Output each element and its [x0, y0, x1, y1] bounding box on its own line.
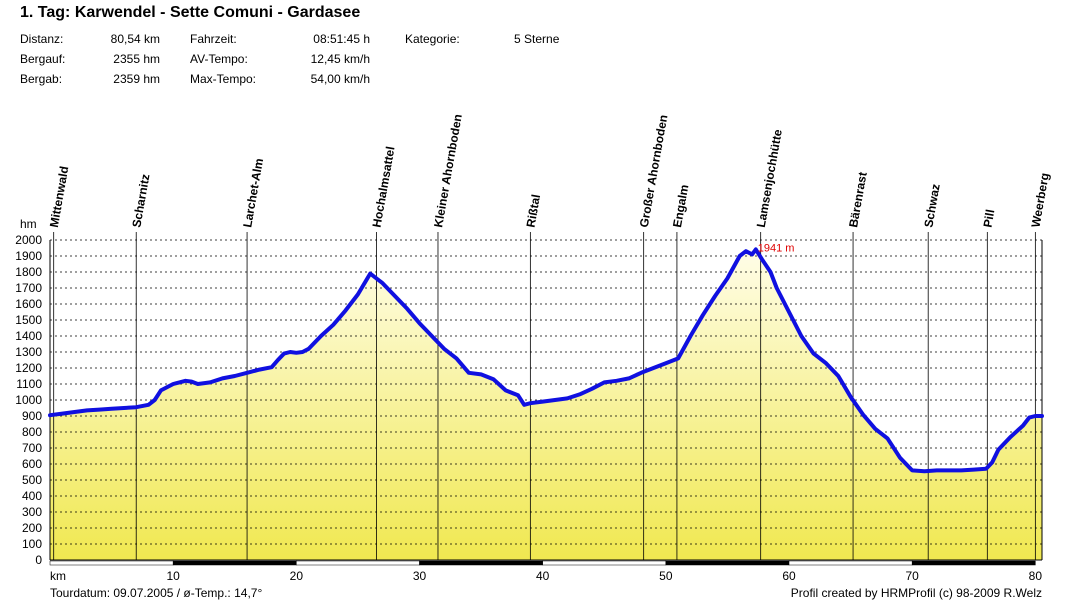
y-tick-label: 500: [22, 473, 42, 487]
maxtempo-value: 54,00 km/h: [310, 72, 370, 86]
y-tick-label: 300: [22, 505, 42, 519]
y-tick-label: 600: [22, 457, 42, 471]
peak-label: 1941 m: [758, 242, 795, 254]
x-tick-label: 80: [1029, 569, 1043, 583]
x-tick-label: 30: [413, 569, 427, 583]
waypoint-label: Pill: [980, 208, 997, 228]
chart-title: 1. Tag: Karwendel - Sette Comuni - Garda…: [20, 4, 361, 21]
fahrzeit-value: 08:51:45 h: [313, 32, 370, 46]
y-tick-label: 200: [22, 521, 42, 535]
y-axis-label: hm: [20, 217, 37, 231]
avtempo-value: 12,45 km/h: [310, 52, 370, 66]
distanz-label: Distanz:: [20, 32, 64, 46]
y-tick-label: 800: [22, 425, 42, 439]
km-scale-segment: [665, 560, 790, 566]
km-scale-segment: [296, 560, 420, 566]
y-tick-label: 1800: [15, 265, 42, 279]
y-tick-label: 100: [22, 537, 42, 551]
kategorie-value: 5 Sterne: [514, 32, 560, 46]
maxtempo-label: Max-Tempo:: [190, 72, 257, 86]
waypoint-label: Larchet-Alm: [240, 157, 266, 228]
footer-credit: Profil created by HRMProfil (c) 98-2009 …: [790, 586, 1042, 600]
y-tick-label: 1700: [15, 281, 42, 295]
waypoint-label: Hochalmsattel: [370, 145, 398, 228]
km-scale-segment: [911, 560, 1036, 566]
waypoint-label: Scharnitz: [129, 173, 152, 229]
km-scale-segment: [542, 560, 667, 566]
elevation-line: [48, 247, 1044, 474]
distanz-value: 80,54 km: [110, 32, 160, 46]
bergauf-value: 2355 hm: [113, 52, 160, 66]
x-tick-label: 10: [166, 569, 180, 583]
waypoint-label: Mittenwald: [47, 165, 72, 228]
avtempo-label: AV-Tempo:: [190, 52, 248, 66]
x-tick-label: 70: [906, 569, 920, 583]
elevation-area: [50, 249, 1042, 560]
x-tick-label: 50: [659, 569, 673, 583]
waypoint-label: Lamsenjochhütte: [754, 128, 785, 229]
waypoint-label: Schwaz: [921, 183, 942, 229]
y-tick-label: 1300: [15, 345, 42, 359]
y-tick-label: 1400: [15, 329, 42, 343]
km-scale-segment: [49, 560, 174, 566]
y-tick-label: 2000: [15, 233, 42, 247]
bergab-label: Bergab:: [20, 72, 63, 86]
x-tick-label: 60: [782, 569, 796, 583]
y-tick-label: 1900: [15, 249, 42, 263]
x-tick-label: 40: [536, 569, 550, 583]
bergab-value: 2359 hm: [113, 72, 160, 86]
footer-tour-info: Tourdatum: 09.07.2005 / ø-Temp.: 14,7°: [50, 586, 263, 600]
km-scale-segment: [419, 560, 543, 566]
x-tick-label: 20: [290, 569, 304, 583]
y-tick-label: 1200: [15, 361, 42, 375]
waypoint-label: Großer Ahornboden: [637, 114, 671, 229]
waypoint-label: Engalm: [670, 183, 691, 228]
waypoint-label: Weerberg: [1029, 172, 1052, 229]
waypoint-label: Kleiner Ahornboden: [431, 113, 465, 229]
y-tick-label: 1100: [16, 377, 42, 391]
waypoint-label: Bärenrast: [846, 171, 870, 229]
y-tick-label: 700: [22, 441, 42, 455]
fahrzeit-label: Fahrzeit:: [190, 32, 237, 46]
y-tick-label: 1000: [15, 393, 42, 407]
waypoint-label: Rißtal: [524, 193, 544, 228]
kategorie-label: Kategorie:: [405, 32, 460, 46]
km-scale-segment: [172, 560, 297, 566]
y-tick-label: 900: [22, 409, 42, 423]
y-tick-label: 1600: [15, 297, 42, 311]
bergauf-label: Bergauf:: [20, 52, 66, 66]
km-scale-segment: [788, 560, 913, 566]
x-axis-label: km: [50, 569, 66, 583]
y-tick-label: 1500: [15, 313, 42, 327]
y-tick-label: 0: [35, 553, 42, 567]
y-tick-label: 400: [22, 489, 42, 503]
